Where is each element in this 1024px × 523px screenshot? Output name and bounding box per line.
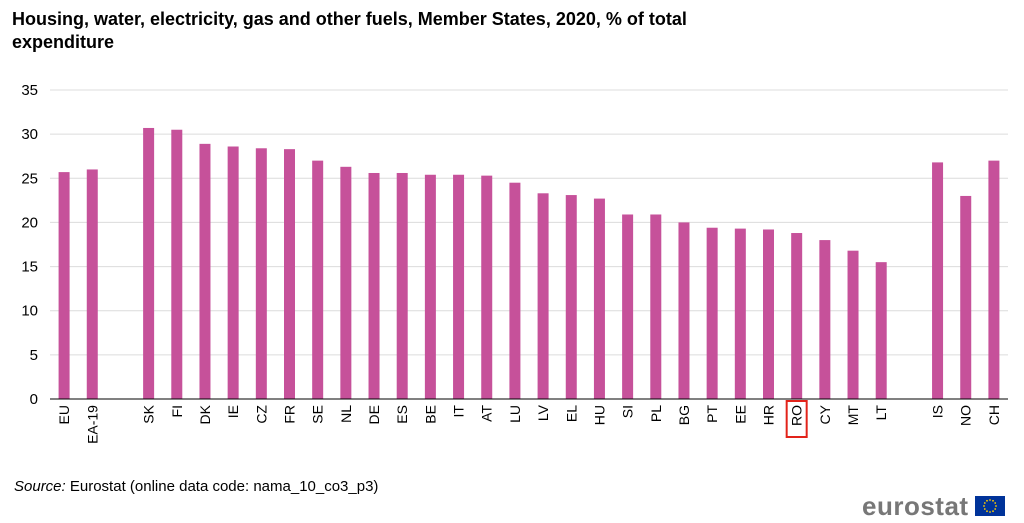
bar bbox=[143, 127, 155, 399]
x-tick-label: CZ bbox=[253, 405, 269, 424]
y-tick-label: 20 bbox=[21, 214, 38, 231]
flag-star bbox=[982, 505, 985, 507]
x-tick-label: IS bbox=[930, 405, 946, 418]
x-tick-label: HU bbox=[591, 405, 607, 425]
bar bbox=[650, 214, 662, 399]
bar bbox=[988, 160, 1000, 399]
bar bbox=[453, 174, 465, 399]
bar bbox=[481, 175, 493, 399]
y-tick-label: 35 bbox=[21, 82, 38, 99]
bar-chart: 0 5 10 15 20 25 30 35 EU EA-19 SK FI DK IE CZ FR SE NL DE E… bbox=[21, 82, 1008, 444]
x-tick-label: EL bbox=[563, 405, 579, 422]
flag-star bbox=[988, 499, 991, 501]
x-tick-label: DK bbox=[197, 404, 213, 424]
bar bbox=[284, 149, 295, 399]
x-tick-label: LV bbox=[535, 404, 551, 421]
chart-title: Housing, water, electricity, gas and oth… bbox=[12, 9, 687, 52]
bar bbox=[227, 146, 239, 399]
bar bbox=[199, 143, 211, 399]
eu-flag-icon bbox=[974, 496, 1005, 516]
flag-star bbox=[993, 502, 996, 504]
bar bbox=[819, 240, 831, 399]
x-tick-label: EE bbox=[732, 405, 748, 424]
bar bbox=[706, 227, 718, 399]
bar bbox=[255, 148, 267, 399]
bar bbox=[622, 214, 634, 399]
y-tick-label: 5 bbox=[30, 347, 38, 364]
flag-star bbox=[983, 508, 986, 510]
y-tick-label: 30 bbox=[21, 126, 38, 143]
x-tick-label: LU bbox=[507, 405, 523, 423]
x-tick-label: FI bbox=[169, 405, 185, 417]
x-tick-label: BE bbox=[422, 405, 438, 424]
bar bbox=[932, 162, 944, 399]
eurostat-logo: eurostat bbox=[862, 491, 1005, 521]
bar bbox=[312, 160, 324, 399]
y-tick-label: 15 bbox=[21, 259, 38, 276]
bar bbox=[171, 129, 183, 399]
x-tick-label: SE bbox=[310, 405, 326, 424]
bar bbox=[847, 250, 859, 399]
bar bbox=[368, 172, 380, 399]
bar bbox=[424, 174, 436, 399]
x-tick-label: EU bbox=[56, 405, 72, 424]
x-tick-label: NL bbox=[338, 405, 354, 423]
bar bbox=[678, 222, 690, 399]
x-tick-label: RO bbox=[789, 405, 805, 426]
y-tick-label: 0 bbox=[30, 391, 38, 408]
x-tick-label: MT bbox=[845, 405, 861, 426]
source-label: Source: bbox=[14, 478, 66, 495]
bar bbox=[734, 228, 746, 399]
x-tick-label: AT bbox=[479, 405, 495, 422]
x-tick-label: SK bbox=[141, 404, 157, 423]
x-tick-label: PT bbox=[704, 405, 720, 423]
flag-star bbox=[991, 499, 994, 502]
x-tick-label: LT bbox=[873, 405, 889, 421]
bar bbox=[537, 193, 549, 399]
bar bbox=[763, 229, 774, 399]
x-tick-label: DE bbox=[366, 405, 382, 424]
x-tick-label: IT bbox=[451, 405, 467, 418]
bar bbox=[593, 198, 605, 399]
x-tick-label: CH bbox=[986, 405, 1002, 425]
x-tick-label: IE bbox=[225, 405, 241, 418]
flag-star bbox=[993, 508, 996, 510]
highlight-box bbox=[785, 400, 808, 438]
bar bbox=[791, 233, 803, 399]
bar bbox=[340, 166, 352, 399]
bar bbox=[509, 182, 521, 399]
bar bbox=[396, 172, 408, 399]
x-tick-label: PL bbox=[648, 405, 664, 422]
flag-star bbox=[991, 510, 994, 513]
flag-star bbox=[994, 505, 997, 507]
x-tick-label: BG bbox=[676, 405, 692, 425]
y-tick-label: 10 bbox=[21, 303, 38, 320]
bar bbox=[565, 195, 577, 399]
x-tick-label: CY bbox=[817, 404, 833, 424]
flag-star bbox=[983, 502, 986, 504]
x-tick-label: HR bbox=[761, 405, 777, 425]
x-tick-label: NO bbox=[958, 405, 974, 426]
bar bbox=[875, 262, 887, 399]
flag-star bbox=[985, 499, 988, 502]
x-tick-label: SI bbox=[620, 405, 636, 418]
x-tick-label: ES bbox=[394, 405, 410, 424]
y-tick-label: 25 bbox=[21, 170, 38, 187]
flag-star bbox=[988, 511, 991, 513]
bar bbox=[86, 169, 98, 399]
logo-text: eurostat bbox=[862, 490, 969, 521]
bar bbox=[960, 195, 972, 399]
source-note: Source: Eurostat (online data code: nama… bbox=[14, 478, 378, 495]
x-tick-label: EA-19 bbox=[84, 405, 100, 444]
source-text: Eurostat (online data code: nama_10_co3_… bbox=[69, 478, 379, 495]
x-tick-label: FR bbox=[282, 405, 298, 424]
bar bbox=[58, 172, 70, 399]
flag-star bbox=[985, 510, 988, 513]
